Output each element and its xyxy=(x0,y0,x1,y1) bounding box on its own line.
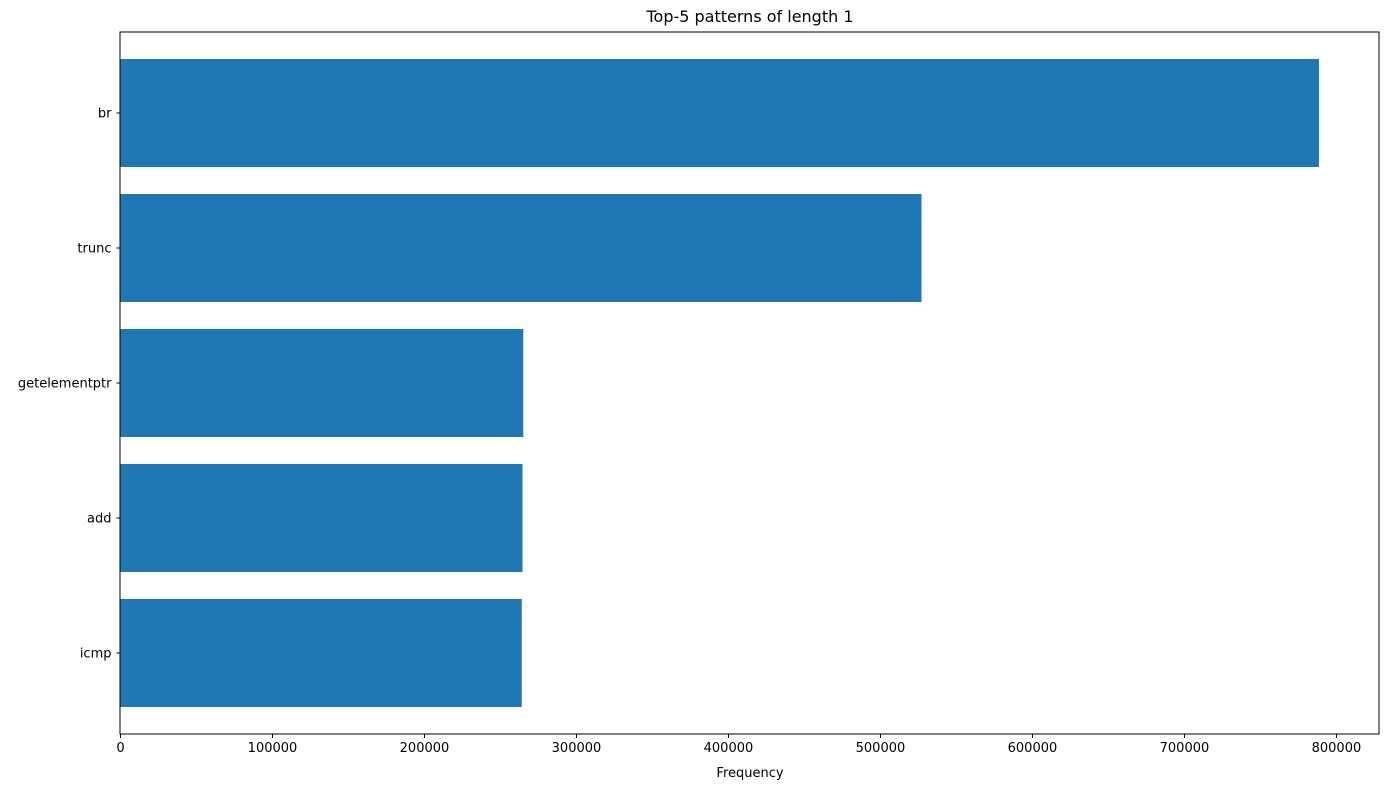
y-tick-label: trunc xyxy=(77,242,111,257)
x-tick-label: 300000 xyxy=(552,741,602,756)
y-tick-label: getelementptr xyxy=(18,377,112,392)
x-tick-label: 0 xyxy=(116,741,124,756)
x-tick-label: 700000 xyxy=(1160,741,1210,756)
x-axis-ticks: 0 100000 200000 300000 400000 500000 600000 700… xyxy=(116,734,1361,756)
x-tick-label: 500000 xyxy=(856,741,906,756)
x-tick-label: 200000 xyxy=(400,741,450,756)
x-axis-label: Frequency xyxy=(716,766,783,781)
chart-title: Top-5 patterns of length 1 xyxy=(645,7,853,26)
plot-frame xyxy=(119,31,1380,735)
bars-layer xyxy=(120,59,1319,707)
bar-add xyxy=(120,464,523,572)
bar-icmp xyxy=(120,599,522,707)
y-tick-label: icmp xyxy=(80,647,112,662)
bar-getelementptr xyxy=(120,329,524,437)
y-axis-ticks: br trunc getelementptr add icmp xyxy=(18,107,121,662)
x-tick-label: 400000 xyxy=(704,741,754,756)
y-tick-label: br xyxy=(98,107,112,122)
y-tick-label: add xyxy=(87,512,111,527)
bar-trunc xyxy=(120,194,922,302)
x-tick-label: 600000 xyxy=(1008,741,1058,756)
x-tick-label: 100000 xyxy=(248,741,298,756)
x-tick-label: 800000 xyxy=(1312,741,1362,756)
bar-br xyxy=(120,59,1319,167)
